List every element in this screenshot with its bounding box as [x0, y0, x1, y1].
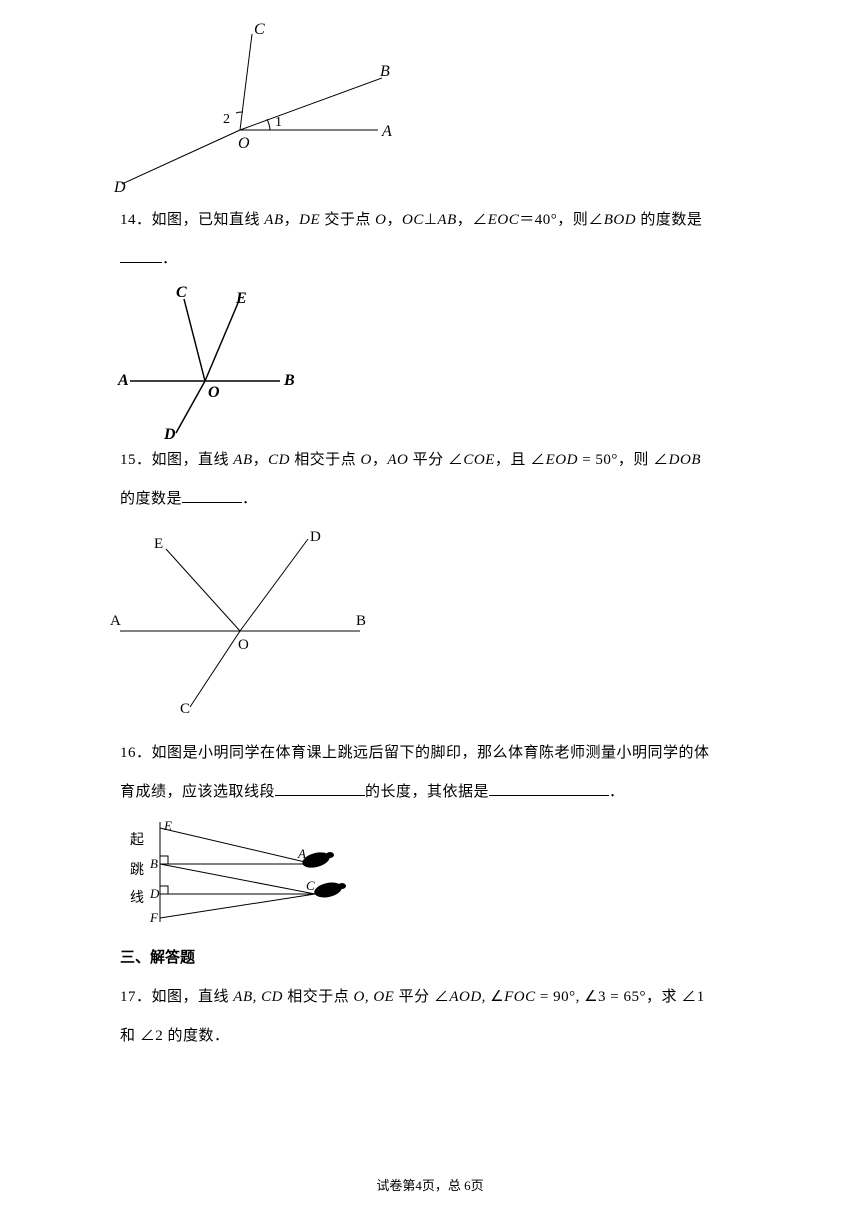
label-C: C: [306, 878, 315, 893]
label-D: D: [149, 886, 160, 901]
label-B: B: [283, 372, 295, 389]
page: C B A O D 1 2 14．如图，已知直线 AB，DE 交于点 O，OC⊥…: [0, 0, 860, 1216]
q14-num: 14．: [120, 212, 152, 228]
q17-line2: 和 ∠2 的度数．: [120, 1017, 740, 1056]
label-A: A: [381, 123, 392, 140]
label-angle-1: 1: [275, 115, 282, 130]
label-qi: 起: [130, 832, 144, 848]
label-D: D: [163, 426, 176, 441]
section-3-heading: 三、解答题: [120, 939, 740, 978]
q16-blank1[interactable]: [275, 780, 365, 796]
label-tiao: 跳: [130, 862, 144, 878]
label-B: B: [380, 63, 390, 80]
q15-num: 15．: [120, 452, 152, 468]
q14-blank[interactable]: [120, 247, 162, 263]
label-C: C: [180, 701, 190, 716]
label-A: A: [297, 846, 306, 861]
q17-num: 17．: [120, 989, 152, 1005]
label-O: O: [208, 384, 220, 401]
page-footer: 试卷第4页，总 6页: [0, 1175, 860, 1194]
label-D: D: [310, 529, 321, 545]
q14-text: 14．如图，已知直线 AB，DE 交于点 O，OC⊥AB，∠EOC＝40°，则∠…: [120, 201, 740, 240]
label-angle-2: 2: [223, 112, 230, 127]
q16-line2: 育成绩，应该选取线段的长度，其依据是．: [120, 773, 740, 812]
q15-line2: 的度数是．: [120, 480, 740, 519]
label-O: O: [238, 637, 249, 653]
label-F: F: [149, 910, 159, 925]
q16-line1: 16．如图是小明同学在体育课上跳远后留下的脚印，那么体育陈老师测量小明同学的体: [120, 734, 740, 773]
q16-blank2[interactable]: [489, 780, 609, 796]
figure-q15: E D A B O C: [110, 519, 740, 716]
label-C: C: [254, 21, 265, 38]
q16-num: 16．: [120, 745, 152, 761]
q14-blank-line: ．: [120, 240, 740, 279]
label-C: C: [176, 284, 187, 301]
label-E: E: [154, 536, 163, 552]
label-E: E: [235, 290, 247, 307]
label-B: B: [356, 613, 366, 629]
label-E: E: [163, 818, 172, 833]
q17-line1: 17．如图，直线 AB, CD 相交于点 O, OE 平分 ∠AOD, ∠FOC…: [120, 978, 740, 1017]
figure-q16: 起 跳 线 E B D F A C: [110, 812, 740, 931]
q15-text: 15．如图，直线 AB，CD 相交于点 O，AO 平分 ∠COE，且 ∠EOD …: [120, 441, 740, 480]
figure-q14: C E A B O D: [110, 279, 740, 441]
q15-blank[interactable]: [182, 487, 242, 503]
label-D: D: [113, 179, 126, 195]
figure-q13: C B A O D 1 2: [110, 0, 740, 201]
label-B: B: [150, 856, 158, 871]
label-xian: 线: [130, 890, 144, 906]
label-O: O: [238, 135, 250, 152]
label-A: A: [117, 372, 129, 389]
label-A: A: [110, 613, 121, 629]
